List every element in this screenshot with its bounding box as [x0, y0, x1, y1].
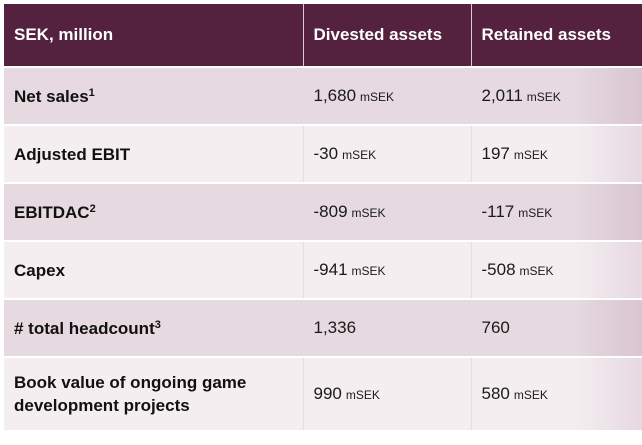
table-row-net-sales: Net sales1 1,680 mSEK 2,011 mSEK — [4, 66, 642, 125]
divested-value: -809 — [313, 202, 348, 221]
row-label: Capex — [4, 240, 304, 299]
row-label: Adjusted EBIT — [4, 124, 304, 183]
retained-unit: mSEK — [513, 388, 548, 402]
retained-value-cell: -117 mSEK — [471, 182, 642, 241]
row-label-text: Capex — [14, 260, 66, 280]
retained-value: 197 — [481, 144, 510, 163]
row-label: # total headcount3 — [4, 298, 304, 357]
divested-value-cell: 1,336 — [303, 298, 472, 357]
table-row-capex: Capex -941 mSEK -508 mSEK — [4, 240, 642, 299]
financial-table-container: SEK, million Divested assets Retained as… — [4, 4, 642, 430]
divested-unit: mSEK — [351, 206, 386, 220]
row-label-text: Net sales — [14, 86, 89, 106]
divested-unit: mSEK — [351, 264, 386, 278]
table-header-row: SEK, million Divested assets Retained as… — [4, 4, 642, 67]
retained-value: -117 — [481, 202, 515, 221]
row-label-text: Adjusted EBIT — [14, 144, 131, 164]
footnote-marker: 2 — [89, 202, 96, 215]
retained-unit: mSEK — [513, 148, 548, 162]
retained-unit: mSEK — [519, 264, 554, 278]
divested-value: 990 — [313, 384, 342, 403]
retained-value: 760 — [481, 318, 510, 337]
header-divested-assets: Divested assets — [303, 4, 472, 67]
divested-value-cell: -941 mSEK — [303, 240, 472, 299]
divested-value: 1,336 — [313, 318, 357, 337]
footnote-marker: 3 — [154, 318, 161, 331]
divested-value: 1,680 — [313, 86, 357, 105]
retained-value: 2,011 — [481, 86, 523, 105]
retained-value-cell: 197 mSEK — [471, 124, 642, 183]
retained-value: -508 — [481, 260, 516, 279]
row-label-text: EBITDAC — [14, 202, 90, 222]
row-label-text: Book value of ongoing game development p… — [14, 373, 247, 415]
retained-unit: mSEK — [526, 90, 561, 104]
financial-table: SEK, million Divested assets Retained as… — [4, 4, 642, 430]
table-row-adjusted-ebit: Adjusted EBIT -30 mSEK 197 mSEK — [4, 124, 642, 183]
retained-value-cell: 580 mSEK — [471, 356, 642, 430]
row-label: EBITDAC2 — [4, 182, 304, 241]
table-row-book-value: Book value of ongoing game development p… — [4, 356, 642, 430]
retained-unit: mSEK — [518, 206, 553, 220]
header-retained-assets: Retained assets — [471, 4, 642, 67]
retained-value-cell: 760 — [471, 298, 642, 357]
footnote-marker: 1 — [88, 86, 95, 99]
row-label-text: # total headcount — [14, 318, 155, 338]
table-row-ebitdac: EBITDAC2 -809 mSEK -117 mSEK — [4, 182, 642, 241]
divested-value: -30 — [313, 144, 339, 163]
divested-value-cell: 1,680 mSEK — [303, 66, 472, 125]
row-label: Net sales1 — [4, 66, 304, 125]
retained-value-cell: 2,011 mSEK — [471, 66, 642, 125]
divested-value-cell: -809 mSEK — [303, 182, 472, 241]
divested-unit: mSEK — [342, 148, 377, 162]
divested-value-cell: 990 mSEK — [303, 356, 472, 430]
table-row-total-headcount: # total headcount3 1,336 760 — [4, 298, 642, 357]
divested-value-cell: -30 mSEK — [303, 124, 472, 183]
header-sek-million: SEK, million — [4, 4, 304, 67]
retained-value-cell: -508 mSEK — [471, 240, 642, 299]
retained-value: 580 — [481, 384, 510, 403]
row-label: Book value of ongoing game development p… — [4, 356, 304, 430]
divested-value: -941 — [313, 260, 348, 279]
divested-unit: mSEK — [360, 90, 395, 104]
divested-unit: mSEK — [345, 388, 380, 402]
